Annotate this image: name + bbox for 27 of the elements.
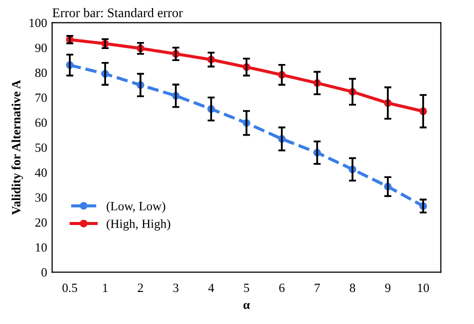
y-tick-label: 30 bbox=[35, 193, 47, 202]
y-tick-label: 80 bbox=[35, 68, 47, 78]
y-tick-label: 50 bbox=[36, 143, 47, 152]
x-tick-label: 7 bbox=[314, 284, 320, 292]
x-tick-label: 2 bbox=[138, 284, 143, 292]
y-axis-title: Validity for Alternative A bbox=[11, 80, 23, 215]
legend-label: (Low, Low) bbox=[106, 202, 166, 213]
x-tick-label: 5 bbox=[244, 284, 250, 292]
y-tick-label: 0 bbox=[42, 268, 47, 277]
y-tick-label: 70 bbox=[36, 94, 47, 102]
y-tick-label: 20 bbox=[35, 218, 47, 227]
x-tick-label: 10 bbox=[418, 284, 429, 292]
x-tick-label: 4 bbox=[208, 284, 214, 292]
x-tick-label: 8 bbox=[350, 284, 356, 292]
legend-label: (High, High) bbox=[106, 219, 170, 231]
x-tick-label: 3 bbox=[173, 284, 178, 292]
chart-title: Error bar: Standard error bbox=[52, 8, 183, 18]
y-tick-label: 90 bbox=[35, 44, 47, 52]
x-tick-label: 0.5 bbox=[62, 284, 78, 292]
y-tick-label: 100 bbox=[30, 18, 47, 28]
x-tick-label: 9 bbox=[385, 284, 390, 292]
x-tick-label: 6 bbox=[279, 284, 285, 292]
y-tick-label: 10 bbox=[36, 243, 47, 252]
y-tick-label: 60 bbox=[35, 118, 47, 127]
x-axis-title: α bbox=[243, 302, 250, 309]
x-tick-label: 1 bbox=[103, 284, 108, 292]
y-tick-label: 40 bbox=[35, 168, 47, 177]
